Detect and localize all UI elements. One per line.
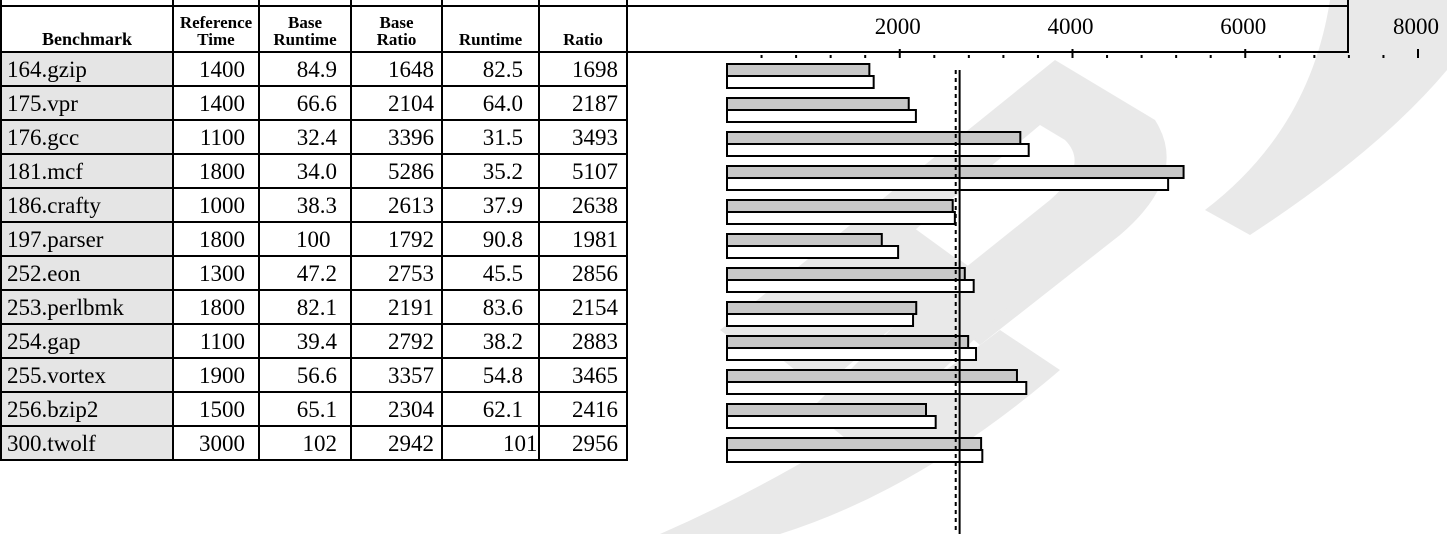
benchmark-cell: 186.crafty [0, 187, 174, 223]
header-base-ratio: Base Ratio [350, 5, 443, 53]
table-row: 186.crafty 1000 38.3 2613 37.9 2638 [0, 187, 1348, 223]
ratio-cell: 2154 [538, 289, 628, 325]
runtime-cell: 90.8 [441, 221, 540, 257]
ratio-cell: 2856 [538, 255, 628, 291]
header-ratio: Ratio [538, 5, 628, 53]
benchmark-cell: 253.perlbmk [0, 289, 174, 325]
benchmark-cell: 175.vpr [0, 85, 174, 121]
base-ratio-cell: 2613 [350, 187, 443, 223]
ratio-cell: 3465 [538, 357, 628, 393]
reference-time-cell: 1400 [172, 51, 260, 87]
benchmark-cell: 176.gcc [0, 119, 174, 155]
runtime-cell: 101 [441, 425, 540, 461]
table-row: 175.vpr 1400 66.6 2104 64.0 2187 [0, 85, 1348, 121]
base-runtime-cell: 66.6 [258, 85, 352, 121]
results-table: Benchmark Reference Time Base Runtime Base… [0, 0, 1349, 461]
base-ratio-cell: 2792 [350, 323, 443, 359]
runtime-cell: 83.6 [441, 289, 540, 325]
runtime-cell: 35.2 [441, 153, 540, 189]
table-row: 255.vortex 1900 56.6 3357 54.8 3465 [0, 357, 1348, 393]
reference-time-cell: 1500 [172, 391, 260, 427]
base-ratio-cell: 3396 [350, 119, 443, 155]
reference-time-cell: 1800 [172, 153, 260, 189]
ratio-cell: 3493 [538, 119, 628, 155]
benchmark-cell: 255.vortex [0, 357, 174, 393]
base-runtime-cell: 47.2 [258, 255, 352, 291]
chart-area [626, 5, 1349, 53]
base-ratio-cell: 3357 [350, 357, 443, 393]
reference-time-cell: 1100 [172, 119, 260, 155]
ratio-cell: 2638 [538, 187, 628, 223]
base-runtime-cell: 65.1 [258, 391, 352, 427]
base-runtime-cell: 38.3 [258, 187, 352, 223]
table-header-row: Benchmark Reference Time Base Runtime Base… [0, 5, 1349, 53]
benchmark-cell: 197.parser [0, 221, 174, 257]
header-runtime: Runtime [441, 5, 540, 53]
benchmark-cell: 252.eon [0, 255, 174, 291]
table-top-stub [0, 0, 1349, 7]
benchmark-cell: 300.twolf [0, 425, 174, 461]
runtime-cell: 62.1 [441, 391, 540, 427]
table-row: 252.eon 1300 47.2 2753 45.5 2856 [0, 255, 1348, 291]
ratio-cell: 2187 [538, 85, 628, 121]
header-reference-time: Reference Time [172, 5, 260, 53]
runtime-cell: 64.0 [441, 85, 540, 121]
base-ratio-cell: 2104 [350, 85, 443, 121]
base-ratio-cell: 5286 [350, 153, 443, 189]
table-row: 176.gcc 1100 32.4 3396 31.5 3493 [0, 119, 1348, 155]
reference-time-cell: 1800 [172, 289, 260, 325]
base-runtime-cell: 102 [258, 425, 352, 461]
ratio-cell: 1698 [538, 51, 628, 87]
base-ratio-cell: 1792 [350, 221, 443, 257]
benchmark-cell: 254.gap [0, 323, 174, 359]
base-runtime-cell: 82.1 [258, 289, 352, 325]
ratio-cell: 1981 [538, 221, 628, 257]
base-runtime-cell: 39.4 [258, 323, 352, 359]
table-row: 256.bzip2 1500 65.1 2304 62.1 2416 [0, 391, 1348, 427]
tick-label: 8000 [1393, 14, 1439, 39]
reference-time-cell: 1100 [172, 323, 260, 359]
benchmark-cell: 164.gzip [0, 51, 174, 87]
reference-time-cell: 1400 [172, 85, 260, 121]
runtime-cell: 82.5 [441, 51, 540, 87]
benchmark-cell: 256.bzip2 [0, 391, 174, 427]
runtime-cell: 37.9 [441, 187, 540, 223]
base-ratio-cell: 1648 [350, 51, 443, 87]
header-base-runtime: Base Runtime [258, 5, 352, 53]
base-runtime-cell: 100 [258, 221, 352, 257]
base-ratio-cell: 2753 [350, 255, 443, 291]
reference-time-cell: 1300 [172, 255, 260, 291]
base-runtime-cell: 84.9 [258, 51, 352, 87]
reference-time-cell: 3000 [172, 425, 260, 461]
header-benchmark: Benchmark [0, 5, 174, 53]
table-row: 197.parser 1800 100 1792 90.8 1981 [0, 221, 1348, 257]
reference-time-cell: 1900 [172, 357, 260, 393]
ratio-cell: 2416 [538, 391, 628, 427]
runtime-cell: 31.5 [441, 119, 540, 155]
base-ratio-cell: 2942 [350, 425, 443, 461]
runtime-cell: 54.8 [441, 357, 540, 393]
table-row: 164.gzip 1400 84.9 1648 82.5 1698 [0, 51, 1348, 87]
runtime-cell: 38.2 [441, 323, 540, 359]
base-runtime-cell: 56.6 [258, 357, 352, 393]
table-row: 253.perlbmk 1800 82.1 2191 83.6 2154 [0, 289, 1348, 325]
ratio-cell: 5107 [538, 153, 628, 189]
ratio-cell: 2956 [538, 425, 628, 461]
table-row: 300.twolf 3000 102 2942 101 2956 [0, 425, 1348, 461]
base-runtime-cell: 34.0 [258, 153, 352, 189]
reference-time-cell: 1800 [172, 221, 260, 257]
runtime-cell: 45.5 [441, 255, 540, 291]
table-row: 254.gap 1100 39.4 2792 38.2 2883 [0, 323, 1348, 359]
table-row: 181.mcf 1800 34.0 5286 35.2 5107 [0, 153, 1348, 189]
base-ratio-cell: 2191 [350, 289, 443, 325]
reference-time-cell: 1000 [172, 187, 260, 223]
benchmark-cell: 181.mcf [0, 153, 174, 189]
ratio-cell: 2883 [538, 323, 628, 359]
base-runtime-cell: 32.4 [258, 119, 352, 155]
base-ratio-cell: 2304 [350, 391, 443, 427]
